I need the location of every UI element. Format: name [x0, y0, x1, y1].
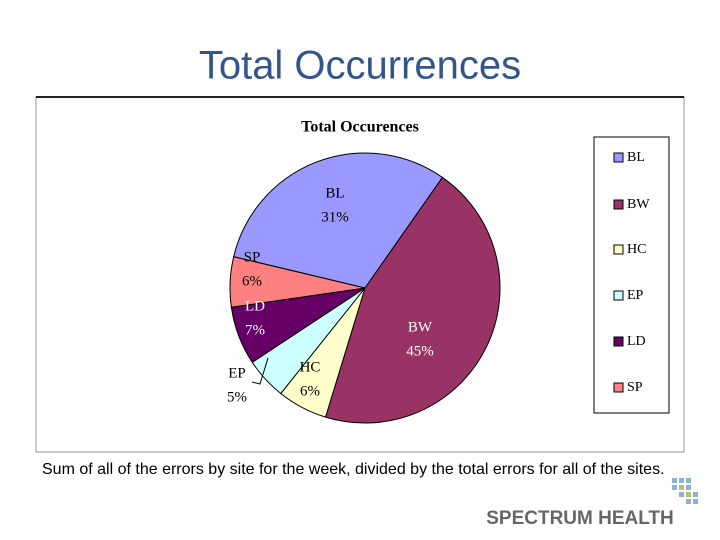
legend-swatch [613, 382, 624, 393]
legend-swatch [613, 290, 624, 301]
pie-slice [229, 256, 366, 308]
slice-value-label: 31% [321, 209, 349, 225]
legend-swatch [613, 244, 624, 255]
chart-title: Total Occurences [301, 119, 419, 136]
slice-label: EP [228, 365, 246, 381]
slice-value-label: 6% [242, 273, 262, 289]
slice-value-label: 6% [300, 383, 320, 399]
legend-label: BW [627, 197, 650, 212]
legend-label: HC [627, 242, 646, 257]
logo-icon [672, 478, 698, 504]
caption: Sum of all of the errors by site for the… [42, 461, 665, 478]
slice-value-label: 7% [245, 322, 265, 338]
pie-slice [324, 176, 501, 424]
pie-slice [233, 152, 444, 289]
slice-value-label: 5% [227, 389, 247, 405]
slice-label: BL [325, 185, 344, 201]
slice-value-label: 45% [406, 343, 434, 359]
leader-line [251, 357, 269, 385]
logo-text: SPECTRUM HEALTH [486, 508, 674, 529]
legend-label: SP [627, 380, 643, 395]
slice-label: BW [408, 319, 433, 335]
slice-label: LD [245, 298, 265, 314]
slice-label: SP [244, 249, 261, 265]
legend-swatch [613, 152, 624, 163]
legend-label: BL [627, 150, 645, 165]
legend-box [593, 136, 670, 414]
legend-swatch [613, 199, 624, 210]
legend-swatch [613, 336, 624, 347]
slice-label: HC [300, 359, 321, 375]
slide-title: Total Occurrences [199, 44, 521, 88]
legend-label: EP [627, 288, 644, 303]
legend-label: LD [627, 334, 646, 349]
